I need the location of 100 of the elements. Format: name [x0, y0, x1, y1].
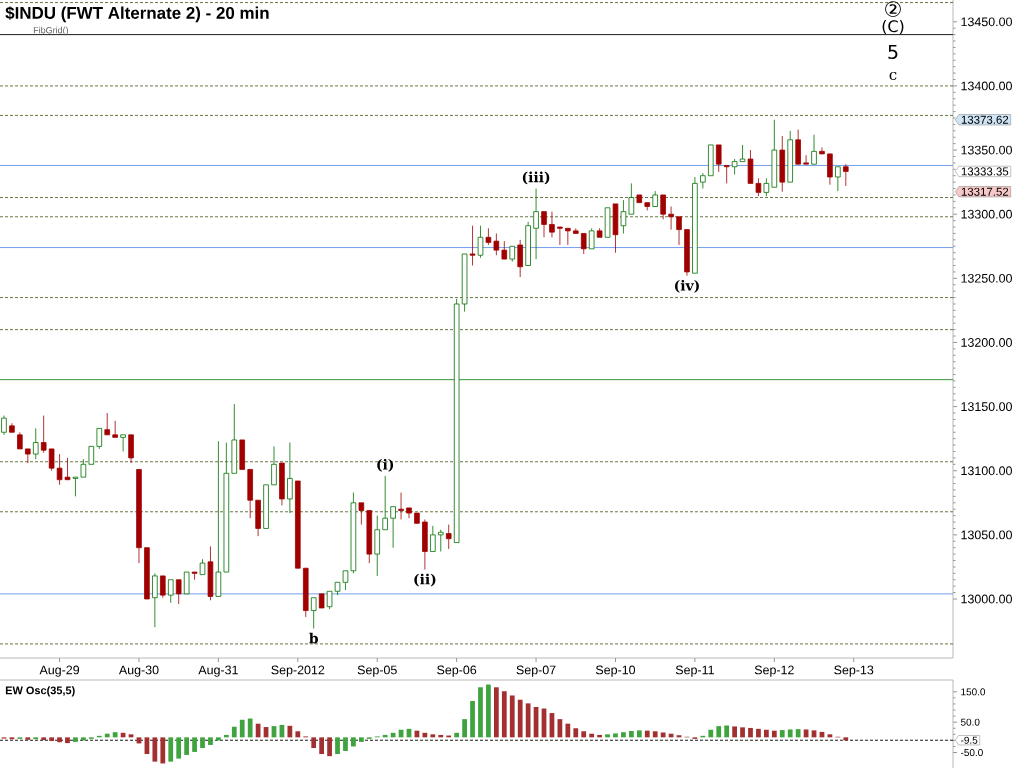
bar: [621, 732, 626, 738]
candlestick: [152, 572, 158, 628]
bar: [160, 737, 166, 764]
bar: [716, 726, 722, 738]
candlestick: [350, 492, 357, 574]
bar: [112, 732, 118, 738]
x-tick-label: Sep-12: [754, 665, 794, 677]
annotation: (iii): [522, 171, 550, 185]
bar: [176, 737, 182, 759]
candlestick: [517, 239, 523, 278]
candlestick: [1, 415, 7, 436]
bar: [605, 734, 610, 738]
bar: [509, 695, 515, 738]
candlestick: [191, 571, 198, 581]
candlestick: [136, 469, 142, 564]
candlestick: [461, 253, 468, 313]
candlestick: [32, 428, 39, 460]
candlestick: [580, 233, 587, 255]
bar: [152, 737, 158, 762]
candlestick: [183, 571, 190, 595]
bar: [748, 727, 753, 738]
bar: [470, 700, 475, 738]
annotation: c: [889, 71, 897, 81]
candlestick: [525, 221, 531, 266]
candlestick: [302, 567, 309, 618]
text: EW Osc(35,5): [5, 686, 75, 697]
bar: [239, 719, 245, 738]
bar: [73, 737, 78, 742]
candlestick: [374, 515, 381, 577]
bar: [65, 737, 70, 744]
candlestick: [40, 415, 47, 454]
candlestick: [493, 233, 500, 256]
annotation: (iv): [674, 279, 699, 293]
bar: [81, 737, 86, 741]
bar: [613, 733, 618, 738]
candlestick: [628, 183, 635, 215]
candlestick: [167, 579, 174, 604]
bar: [573, 728, 579, 738]
candlestick: [96, 428, 103, 450]
candlestick: [557, 226, 563, 246]
candlestick: [366, 510, 373, 564]
bar: [462, 719, 467, 738]
y-tick-label: 13200.00: [961, 338, 1012, 347]
candlestick: [644, 202, 651, 211]
y-tick-label: -50.0: [960, 749, 983, 757]
candlestick: [715, 144, 722, 173]
candlestick: [263, 484, 269, 529]
bar: [208, 737, 213, 745]
x-tick-label: Aug-31: [198, 665, 238, 677]
candlestick: [287, 442, 293, 514]
annotation: (C): [882, 19, 904, 35]
candlestick: [652, 190, 658, 207]
candlestick: [549, 211, 555, 238]
candlestick: [827, 153, 833, 186]
x-tick-label: Sep-10: [595, 665, 636, 677]
bar: [795, 729, 801, 738]
x-tick-label: Sep-13: [834, 665, 874, 677]
y-tick-label: 13000.00: [961, 594, 1012, 604]
candlestick: [406, 507, 412, 519]
y-tick-label: 13400.00: [961, 81, 1012, 91]
candlestick: [835, 166, 841, 192]
candlestick: [509, 245, 516, 263]
candlestick: [398, 492, 404, 520]
bar: [216, 737, 221, 741]
candlestick: [771, 119, 778, 188]
bar: [231, 726, 237, 738]
annotation: b: [309, 632, 319, 644]
bar: [771, 730, 777, 738]
candlestick: [731, 158, 738, 175]
candlestick: [795, 129, 801, 165]
candlestick: [692, 176, 698, 274]
x-tick-label: Aug-30: [118, 665, 159, 677]
bar: [628, 730, 634, 738]
y-tick-label: 13250.00: [961, 273, 1012, 283]
y2-tick-label: 13317.52: [961, 187, 1009, 196]
bar: [390, 732, 396, 738]
y-tick-label: 13350.00: [961, 145, 1012, 155]
bar: [295, 731, 301, 738]
candlestick: [819, 147, 825, 155]
candlestick: [80, 458, 87, 478]
candlestick: [271, 445, 277, 486]
y-tick-label: 13300.00: [961, 209, 1012, 219]
bar: [740, 727, 745, 738]
bar: [184, 737, 190, 755]
candlestick: [382, 475, 388, 531]
candlestick: [803, 154, 809, 165]
candlestick: [843, 163, 849, 187]
candlestick: [501, 240, 508, 260]
bar: [764, 729, 769, 738]
y-tick-label: 13050.00: [961, 530, 1012, 540]
candlestick: [144, 547, 150, 600]
bar: [652, 731, 658, 738]
annotation: 5: [888, 44, 898, 60]
candlestick: [739, 144, 746, 163]
candlestick: [541, 211, 547, 238]
bar: [49, 737, 54, 741]
bar: [478, 687, 483, 738]
bar: [430, 734, 436, 738]
candlestick: [533, 188, 539, 260]
bar: [660, 732, 666, 738]
